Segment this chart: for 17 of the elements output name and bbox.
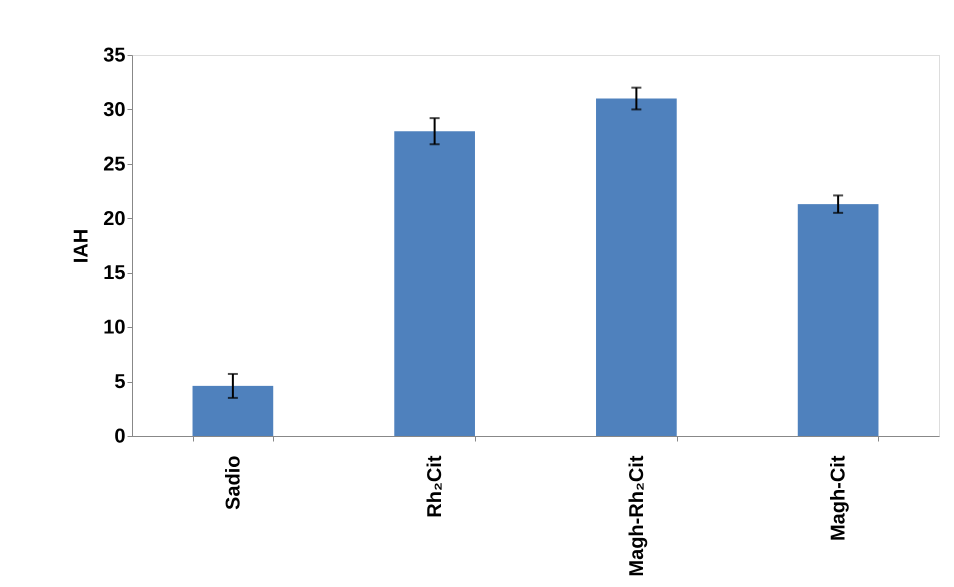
bar	[798, 204, 878, 436]
y-tick-label: 30	[103, 98, 126, 121]
y-tick-label: 10	[103, 316, 126, 339]
y-tick-label: 20	[103, 208, 126, 230]
x-tick-label: Magh-Rh₂Cit	[626, 455, 648, 577]
y-tick-label: 35	[103, 44, 126, 66]
y-tick-label: 15	[103, 262, 126, 284]
y-tick-label: 25	[103, 153, 126, 176]
bar	[192, 386, 274, 436]
bar	[394, 131, 475, 436]
bar	[596, 98, 677, 436]
y-tick-label: 5	[114, 371, 126, 394]
y-tick-label: 0	[114, 426, 126, 448]
y-axis-title: IAH	[70, 228, 92, 264]
x-tick-label: Rh₂Cit	[424, 455, 446, 518]
x-tick-label: Magh-Cit	[828, 455, 850, 542]
x-tick-label: Sadio	[222, 456, 244, 510]
